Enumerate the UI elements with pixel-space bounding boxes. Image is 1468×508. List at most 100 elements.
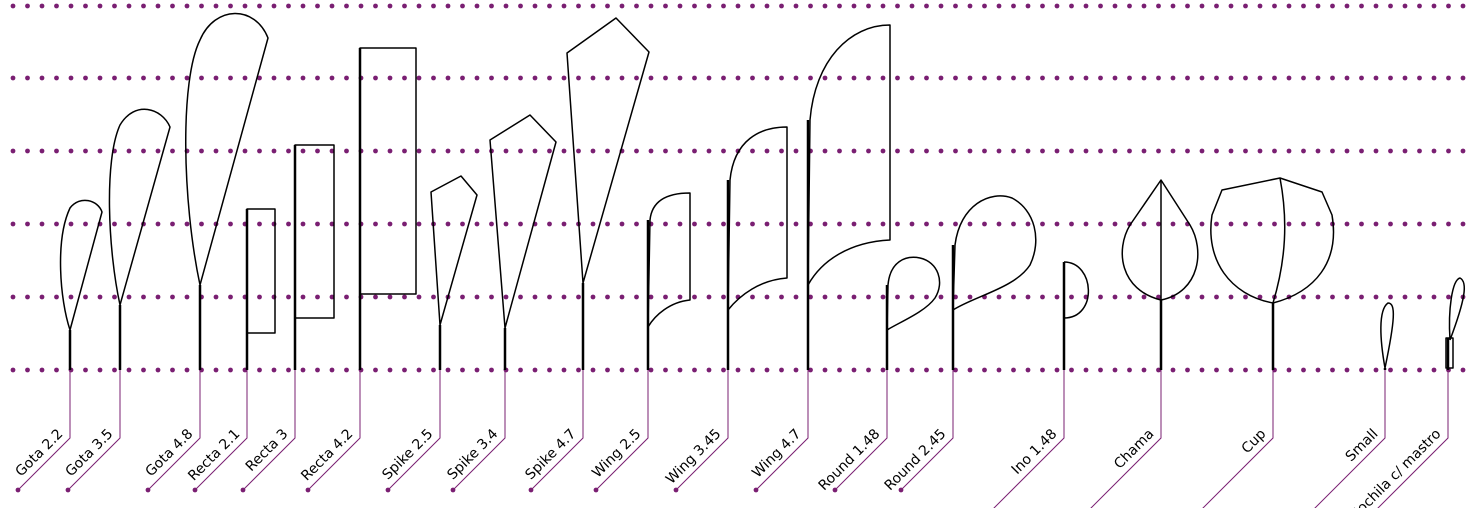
- dot: [1460, 75, 1466, 81]
- leader-dot: [753, 487, 759, 493]
- dot: [648, 75, 654, 81]
- dot: [1446, 221, 1451, 227]
- leader-dot: [528, 487, 534, 493]
- flag-label: Ino 1.48: [1009, 426, 1061, 478]
- dot: [1069, 148, 1074, 154]
- dot: [605, 75, 610, 81]
- dot: [170, 3, 175, 9]
- dot: [1301, 367, 1306, 373]
- dot: [329, 221, 335, 227]
- flag-shape: [489, 114, 557, 329]
- dot: [837, 367, 842, 373]
- dot: [547, 294, 552, 300]
- dot: [1315, 75, 1321, 81]
- dot: [677, 3, 683, 9]
- dot: [460, 294, 465, 300]
- dot: [387, 294, 393, 300]
- flag-shape: [359, 47, 417, 295]
- dot: [837, 3, 842, 9]
- dot: [1185, 75, 1190, 81]
- dot: [764, 3, 770, 9]
- dot: [68, 148, 74, 154]
- dot: [692, 367, 697, 373]
- dot: [184, 367, 190, 373]
- dot: [996, 3, 1002, 9]
- dot: [1301, 221, 1306, 227]
- dot: [793, 221, 799, 227]
- dot: [1011, 75, 1016, 81]
- dot: [1228, 75, 1234, 81]
- dot: [837, 294, 842, 300]
- dot: [1069, 221, 1074, 227]
- dot: [1098, 148, 1103, 154]
- dot: [1359, 3, 1364, 9]
- dot: [967, 75, 973, 81]
- dot: [300, 3, 306, 9]
- dot: [1170, 3, 1176, 9]
- dot: [822, 367, 828, 373]
- dot: [837, 221, 842, 227]
- dot: [750, 367, 755, 373]
- dot: [373, 294, 378, 300]
- dot: [1344, 221, 1350, 227]
- dot: [126, 221, 132, 227]
- flag-shape: [1380, 302, 1395, 369]
- dot: [909, 294, 915, 300]
- dot: [97, 75, 103, 81]
- dot: [1388, 367, 1393, 373]
- dot: [1156, 367, 1161, 373]
- dot: [1373, 75, 1379, 81]
- dot: [503, 75, 509, 81]
- dot: [1359, 221, 1364, 227]
- dot: [721, 148, 726, 154]
- dot: [112, 221, 117, 227]
- dot: [416, 3, 422, 9]
- label-leader: [147, 370, 201, 491]
- dot: [213, 294, 219, 300]
- dot: [126, 75, 132, 81]
- dot: [1417, 148, 1422, 154]
- dot: [634, 294, 639, 300]
- dot: [416, 148, 422, 154]
- leader-dot: [15, 487, 21, 493]
- dot: [1054, 75, 1060, 81]
- dot: [184, 221, 190, 227]
- dot: [460, 367, 465, 373]
- dot: [1388, 3, 1393, 9]
- dot: [706, 221, 712, 227]
- dot: [416, 294, 422, 300]
- dot: [257, 294, 262, 300]
- dot: [1431, 148, 1437, 154]
- flag-label: Wing 2.5: [589, 426, 644, 481]
- dot: [706, 75, 712, 81]
- dot: [953, 148, 958, 154]
- dot: [721, 75, 726, 81]
- flag-label: Chama: [1111, 426, 1157, 472]
- flag-group: Recta 4.2: [298, 47, 417, 493]
- dot: [764, 75, 770, 81]
- dot: [1359, 75, 1364, 81]
- leader-dot: [240, 487, 246, 493]
- dot: [1373, 367, 1379, 373]
- dot: [402, 221, 407, 227]
- dot: [257, 367, 262, 373]
- flag-group: Round 2.45: [882, 195, 1037, 494]
- dot: [851, 3, 857, 9]
- dot: [1199, 294, 1205, 300]
- dot: [924, 148, 929, 154]
- dot: [126, 367, 132, 373]
- dot: [68, 75, 74, 81]
- dot: [242, 148, 248, 154]
- dot: [561, 367, 567, 373]
- dot: [1025, 294, 1031, 300]
- dot: [286, 367, 291, 373]
- flag-label: Cup: [1239, 426, 1270, 457]
- dot: [170, 367, 175, 373]
- dot: [83, 75, 88, 81]
- dot: [547, 221, 552, 227]
- dot: [271, 367, 277, 373]
- dot: [808, 3, 813, 9]
- dot: [503, 221, 509, 227]
- dot: [880, 3, 886, 9]
- dot: [1025, 221, 1031, 227]
